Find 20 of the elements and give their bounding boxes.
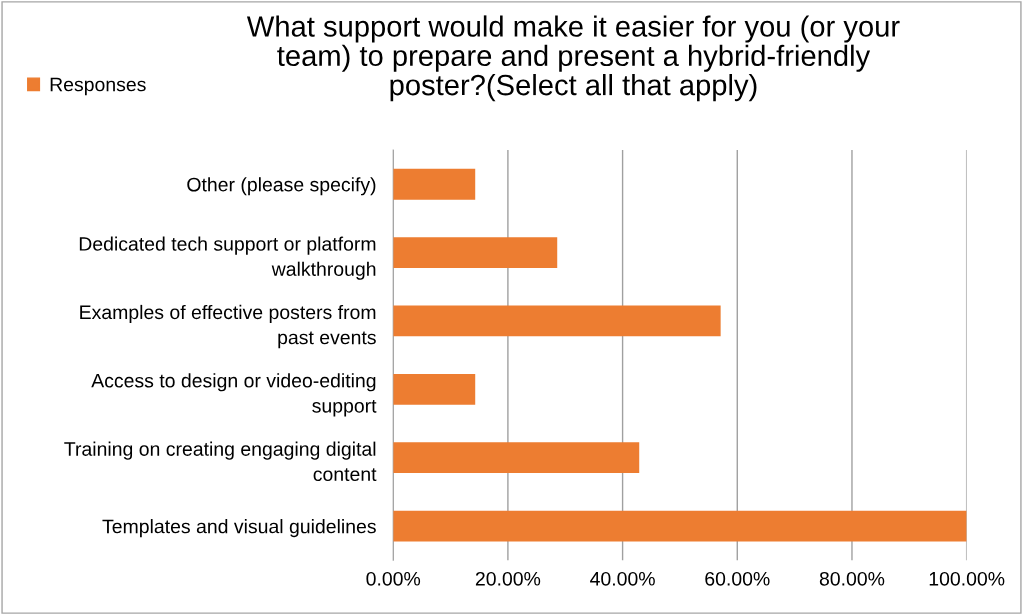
y-tick-label: Examples of effective posters from past events — [80, 304, 376, 349]
bar — [393, 510, 967, 542]
y-tick-label: Dedicated tech support or platform walkthrough — [79, 236, 376, 280]
chart-title: What support would make it easier for you (or your team) to prepare and present a hybrid-friendly poster?(Select all that apply) — [246, 15, 900, 102]
y-tick-label: Access to design or video-editing support — [91, 373, 377, 417]
y-tick-label: Other (please specify) — [187, 177, 376, 196]
bar — [393, 442, 640, 474]
y-tick-label: Training on creating engaging digital content — [64, 441, 377, 482]
x-tick-label: 20.00% — [475, 571, 541, 586]
bar — [393, 168, 476, 200]
x-tick-label: 40.00% — [590, 571, 655, 586]
bar — [393, 237, 558, 268]
x-tick-label: 0.00% — [366, 571, 421, 586]
bar — [393, 305, 721, 337]
bar — [393, 373, 476, 405]
x-tick-label: 80.00% — [819, 571, 885, 586]
x-tick-label: 60.00% — [705, 571, 770, 586]
y-tick-label: Templates and visual guidelines — [102, 519, 376, 538]
x-tick-label: 100.00% — [929, 571, 1005, 586]
legend-label: Responses — [50, 77, 146, 96]
